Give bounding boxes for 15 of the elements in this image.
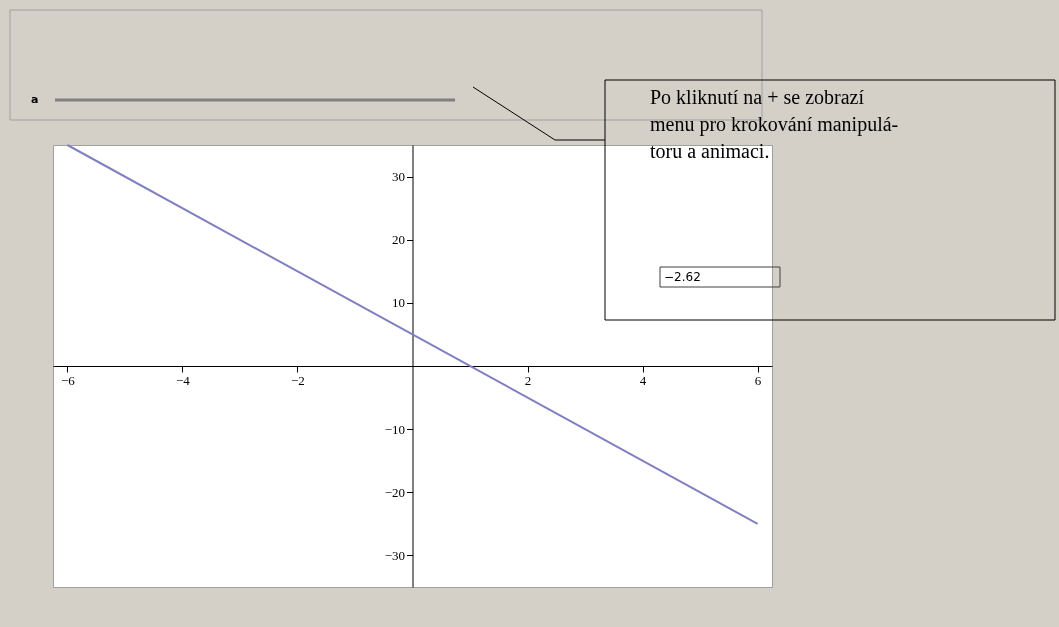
x-tick-label: 6	[754, 372, 762, 388]
y-tick-label: −30	[384, 547, 405, 563]
x-tick-label: −2	[291, 372, 305, 388]
annotation: −2.62	[664, 270, 701, 284]
x-tick-label: −6	[60, 372, 76, 388]
y-tick-label: −10	[384, 421, 405, 437]
annotation: Po kliknutí na + se zobrazí menu pro krokování manipulá- toru a animaci.	[650, 86, 899, 162]
x-tick-label: −4	[176, 372, 191, 388]
y-tick-label: 30	[392, 169, 405, 185]
text: a	[31, 93, 39, 106]
x-tick-label: 2	[524, 372, 532, 388]
y-tick-label: −20	[384, 484, 405, 500]
y-tick-label: 10	[392, 295, 405, 311]
x-tick-label: 4	[639, 372, 647, 388]
y-tick-label: 20	[392, 232, 405, 248]
